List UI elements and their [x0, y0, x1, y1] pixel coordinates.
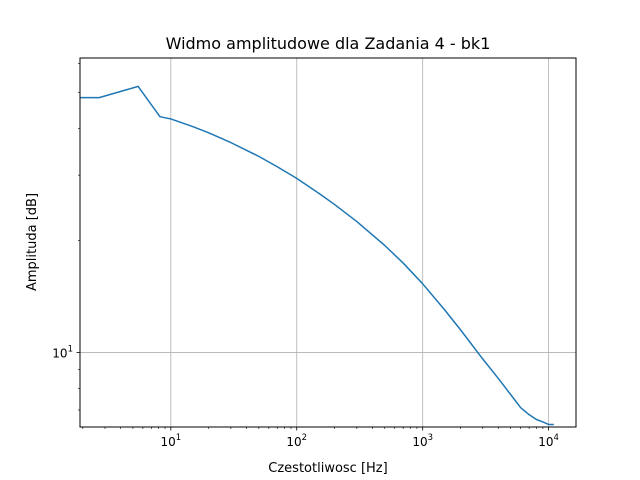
x-axis-label: Czestotliwosc [Hz]: [268, 461, 387, 476]
tick-labels: 101 102 103 104 101: [52, 344, 559, 449]
y-tick-label: 101: [52, 344, 73, 360]
y-axis-label: Amplituda [dB]: [25, 193, 40, 291]
grid: [80, 58, 576, 427]
x-tick-label: 102: [286, 433, 307, 449]
chart-title: Widmo amplitudowe dla Zadania 4 - bk1: [166, 34, 491, 53]
x-tick-label: 101: [160, 433, 181, 449]
series-line-bk1: [80, 85, 554, 426]
major-ticks: [76, 352, 550, 431]
x-tick-label: 103: [412, 433, 433, 449]
plot-frame: [79, 57, 577, 428]
x-tick-label: 104: [538, 433, 559, 449]
